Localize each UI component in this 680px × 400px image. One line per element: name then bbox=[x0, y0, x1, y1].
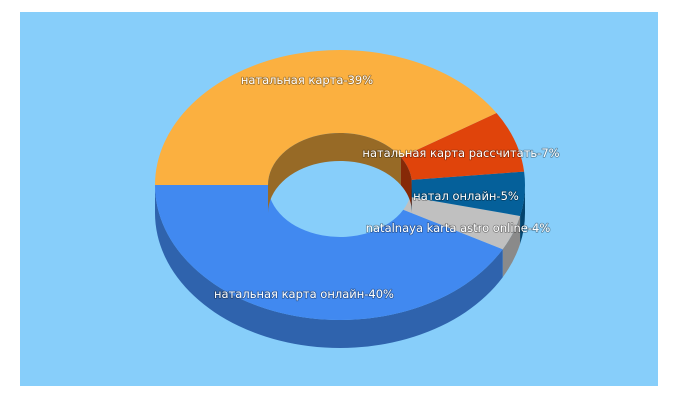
slice-side-4 bbox=[155, 185, 503, 348]
donut-sides bbox=[155, 185, 525, 348]
slice-3[interactable] bbox=[403, 196, 521, 250]
slice-label-1: натальная карта рассчитать-7% bbox=[362, 146, 559, 160]
donut-labels: натальная карта-39% натальная карта рассч… bbox=[213, 72, 560, 302]
slice-4[interactable] bbox=[155, 185, 503, 320]
slice-inner-wall-1 bbox=[400, 157, 412, 208]
donut-tops bbox=[155, 49, 526, 320]
slice-label-0: натальная карта-39% bbox=[241, 73, 373, 87]
slice-label-3: natalnaya karta astro online-4% bbox=[366, 221, 551, 235]
slice-inner-wall-0 bbox=[268, 132, 401, 213]
slice-label-4: натальная карта онлайн-40% bbox=[214, 287, 394, 301]
slice-label-2: натал онлайн-5% bbox=[413, 189, 519, 203]
slice-side-2 bbox=[520, 185, 525, 244]
slice-1[interactable] bbox=[400, 113, 525, 180]
slice-0[interactable] bbox=[155, 49, 497, 186]
slice-side-3 bbox=[502, 215, 521, 278]
slice-2[interactable] bbox=[410, 171, 526, 216]
